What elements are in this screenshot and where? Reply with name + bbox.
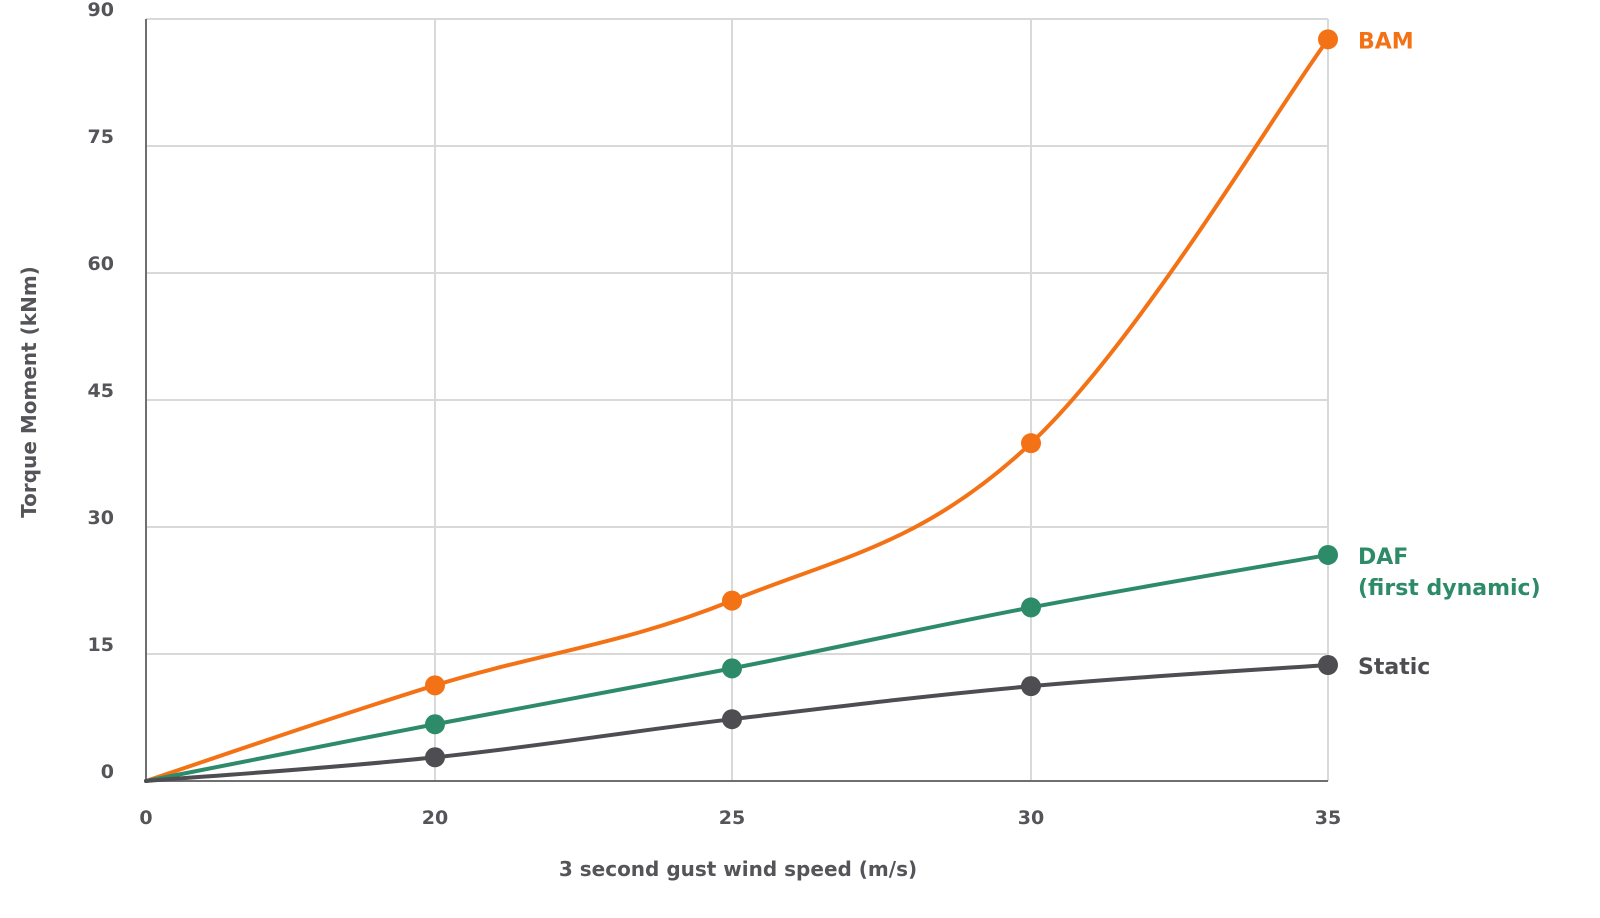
- tick-labels: 0 15 30 45 60 75 90 0 20 25 30 35: [88, 0, 1342, 829]
- data-point-daf-first-dynamic: [722, 658, 742, 679]
- x-tick-label: 0: [139, 807, 152, 829]
- data-point-bam: [1021, 433, 1041, 454]
- series: [144, 29, 1338, 783]
- data-point-static: [1318, 655, 1338, 676]
- data-point-daf-first-dynamic: [1318, 544, 1338, 565]
- series-labels: BAM DAF (first dynamic) Static: [1358, 29, 1541, 680]
- series-label-daf-first-dynamic: DAF (first dynamic): [1358, 545, 1541, 601]
- series-line-bam: [144, 37, 1330, 783]
- series-label-bam: BAM: [1358, 29, 1414, 54]
- y-tick-label: 90: [88, 0, 114, 21]
- y-tick-label: 45: [88, 380, 114, 402]
- data-point-bam: [1318, 29, 1338, 50]
- series-label-line: Static: [1358, 655, 1430, 680]
- y-tick-label: 15: [88, 634, 114, 656]
- y-tick-label: 75: [88, 126, 114, 148]
- axes: [145, 19, 1328, 782]
- series-label-static: Static: [1358, 655, 1430, 680]
- data-point-bam: [722, 590, 742, 611]
- x-tick-label: 35: [1315, 807, 1341, 829]
- data-point-bam: [425, 675, 445, 696]
- x-tick-label: 20: [422, 807, 448, 829]
- x-axis-title: 3 second gust wind speed (m/s): [559, 857, 917, 881]
- y-tick-label: 30: [88, 507, 114, 529]
- data-point-daf-first-dynamic: [425, 714, 445, 735]
- data-point-daf-first-dynamic: [1021, 597, 1041, 618]
- grid: [146, 18, 1329, 781]
- y-tick-label: 0: [101, 761, 114, 783]
- series-label-line: DAF: [1358, 545, 1408, 570]
- series-label-line: BAM: [1358, 29, 1414, 54]
- data-point-static: [425, 747, 445, 768]
- y-tick-label: 60: [88, 253, 114, 275]
- x-tick-label: 25: [719, 807, 745, 829]
- x-tick-label: 30: [1018, 807, 1044, 829]
- y-axis-title: Torque Moment (kNm): [17, 266, 41, 518]
- data-point-static: [1021, 676, 1041, 697]
- series-label-line: (first dynamic): [1358, 576, 1541, 601]
- data-point-static: [722, 709, 742, 730]
